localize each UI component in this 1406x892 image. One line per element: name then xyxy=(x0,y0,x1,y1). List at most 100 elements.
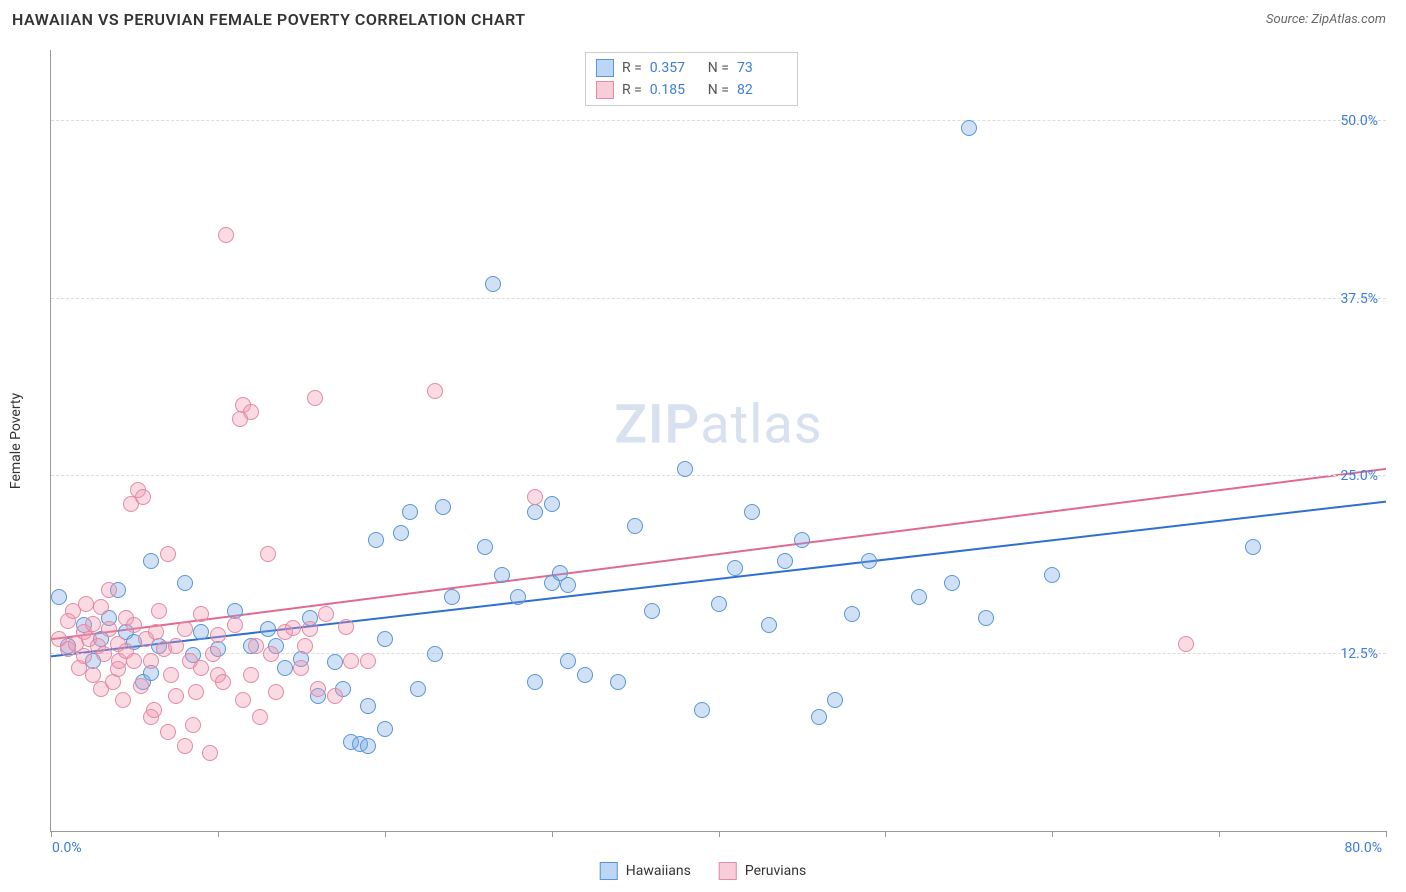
chart-title: HAWAIIAN VS PERUVIAN FEMALE POVERTY CORR… xyxy=(12,10,526,29)
data-point xyxy=(427,646,443,662)
gridline xyxy=(51,120,1386,121)
data-point xyxy=(218,227,234,243)
data-point xyxy=(285,620,301,636)
data-point xyxy=(327,654,343,670)
data-point xyxy=(85,616,101,632)
data-point xyxy=(577,667,593,683)
data-point xyxy=(151,603,167,619)
data-point xyxy=(610,674,626,690)
r-value: 0.185 xyxy=(650,82,700,98)
x-tick xyxy=(719,831,720,837)
data-point xyxy=(297,638,313,654)
data-point xyxy=(727,560,743,576)
data-point xyxy=(215,674,231,690)
data-point xyxy=(477,539,493,555)
data-point xyxy=(527,504,543,520)
x-tick xyxy=(1386,831,1387,837)
data-point xyxy=(160,724,176,740)
data-point xyxy=(694,702,710,718)
r-value: 0.357 xyxy=(650,60,700,76)
trend-line xyxy=(51,469,1386,639)
x-tick xyxy=(51,831,52,837)
data-point xyxy=(227,617,243,633)
watermark: ZIPatlas xyxy=(614,393,822,456)
r-label: R = xyxy=(622,82,642,98)
data-point xyxy=(235,692,251,708)
data-point xyxy=(794,532,810,548)
legend-swatch xyxy=(719,862,737,880)
legend-swatch xyxy=(600,862,618,880)
data-point xyxy=(427,383,443,399)
data-point xyxy=(1245,539,1261,555)
data-point xyxy=(101,582,117,598)
data-point xyxy=(193,660,209,676)
data-point xyxy=(177,738,193,754)
data-point xyxy=(644,603,660,619)
data-point xyxy=(711,596,727,612)
data-point xyxy=(527,674,543,690)
data-point xyxy=(188,684,204,700)
x-axis-max-label: 80.0% xyxy=(1344,840,1382,856)
data-point xyxy=(510,589,526,605)
data-point xyxy=(961,120,977,136)
data-point xyxy=(243,404,259,420)
data-point xyxy=(260,546,276,562)
data-point xyxy=(444,589,460,605)
source-attribution: Source: ZipAtlas.com xyxy=(1266,12,1386,27)
data-point xyxy=(318,606,334,622)
x-tick xyxy=(218,831,219,837)
plot-area: ZIPatlas R = 0.357N = 73R = 0.185N = 82 … xyxy=(50,50,1386,832)
data-point xyxy=(248,638,264,654)
data-point xyxy=(911,589,927,605)
data-point xyxy=(96,646,112,662)
data-point xyxy=(360,738,376,754)
r-label: R = xyxy=(622,60,642,76)
stats-legend: R = 0.357N = 73R = 0.185N = 82 xyxy=(585,52,798,106)
data-point xyxy=(193,624,209,640)
x-tick xyxy=(552,831,553,837)
n-value: 73 xyxy=(737,60,787,76)
data-point xyxy=(527,489,543,505)
data-point xyxy=(185,717,201,733)
data-point xyxy=(811,709,827,725)
data-point xyxy=(205,646,221,662)
y-tick-label: 12.5% xyxy=(1340,646,1378,662)
data-point xyxy=(202,745,218,761)
data-point xyxy=(143,653,159,669)
data-point xyxy=(338,619,354,635)
legend-swatch xyxy=(596,81,614,99)
data-point xyxy=(210,627,226,643)
n-value: 82 xyxy=(737,82,787,98)
data-point xyxy=(160,546,176,562)
data-point xyxy=(377,721,393,737)
data-point xyxy=(163,667,179,683)
data-point xyxy=(126,617,142,633)
data-point xyxy=(844,606,860,622)
data-point xyxy=(494,567,510,583)
data-point xyxy=(93,599,109,615)
data-point xyxy=(307,390,323,406)
stats-row: R = 0.185N = 82 xyxy=(596,79,787,101)
x-tick xyxy=(1219,831,1220,837)
data-point xyxy=(146,702,162,718)
legend-item: Peruvians xyxy=(719,862,806,880)
chart-area: Female Poverty ZIPatlas R = 0.357N = 73R… xyxy=(50,50,1386,832)
x-tick xyxy=(885,831,886,837)
data-point xyxy=(133,678,149,694)
data-point xyxy=(402,504,418,520)
x-tick xyxy=(385,831,386,837)
data-point xyxy=(302,621,318,637)
y-tick-label: 37.5% xyxy=(1340,291,1378,307)
x-axis-min-label: 0.0% xyxy=(52,840,82,856)
data-point xyxy=(827,692,843,708)
data-point xyxy=(115,692,131,708)
data-point xyxy=(193,606,209,622)
legend-item: Hawaiians xyxy=(600,862,691,880)
data-point xyxy=(263,646,279,662)
data-point xyxy=(168,638,184,654)
data-point xyxy=(978,610,994,626)
data-point xyxy=(485,276,501,292)
data-point xyxy=(135,489,151,505)
data-point xyxy=(761,617,777,633)
data-point xyxy=(393,525,409,541)
